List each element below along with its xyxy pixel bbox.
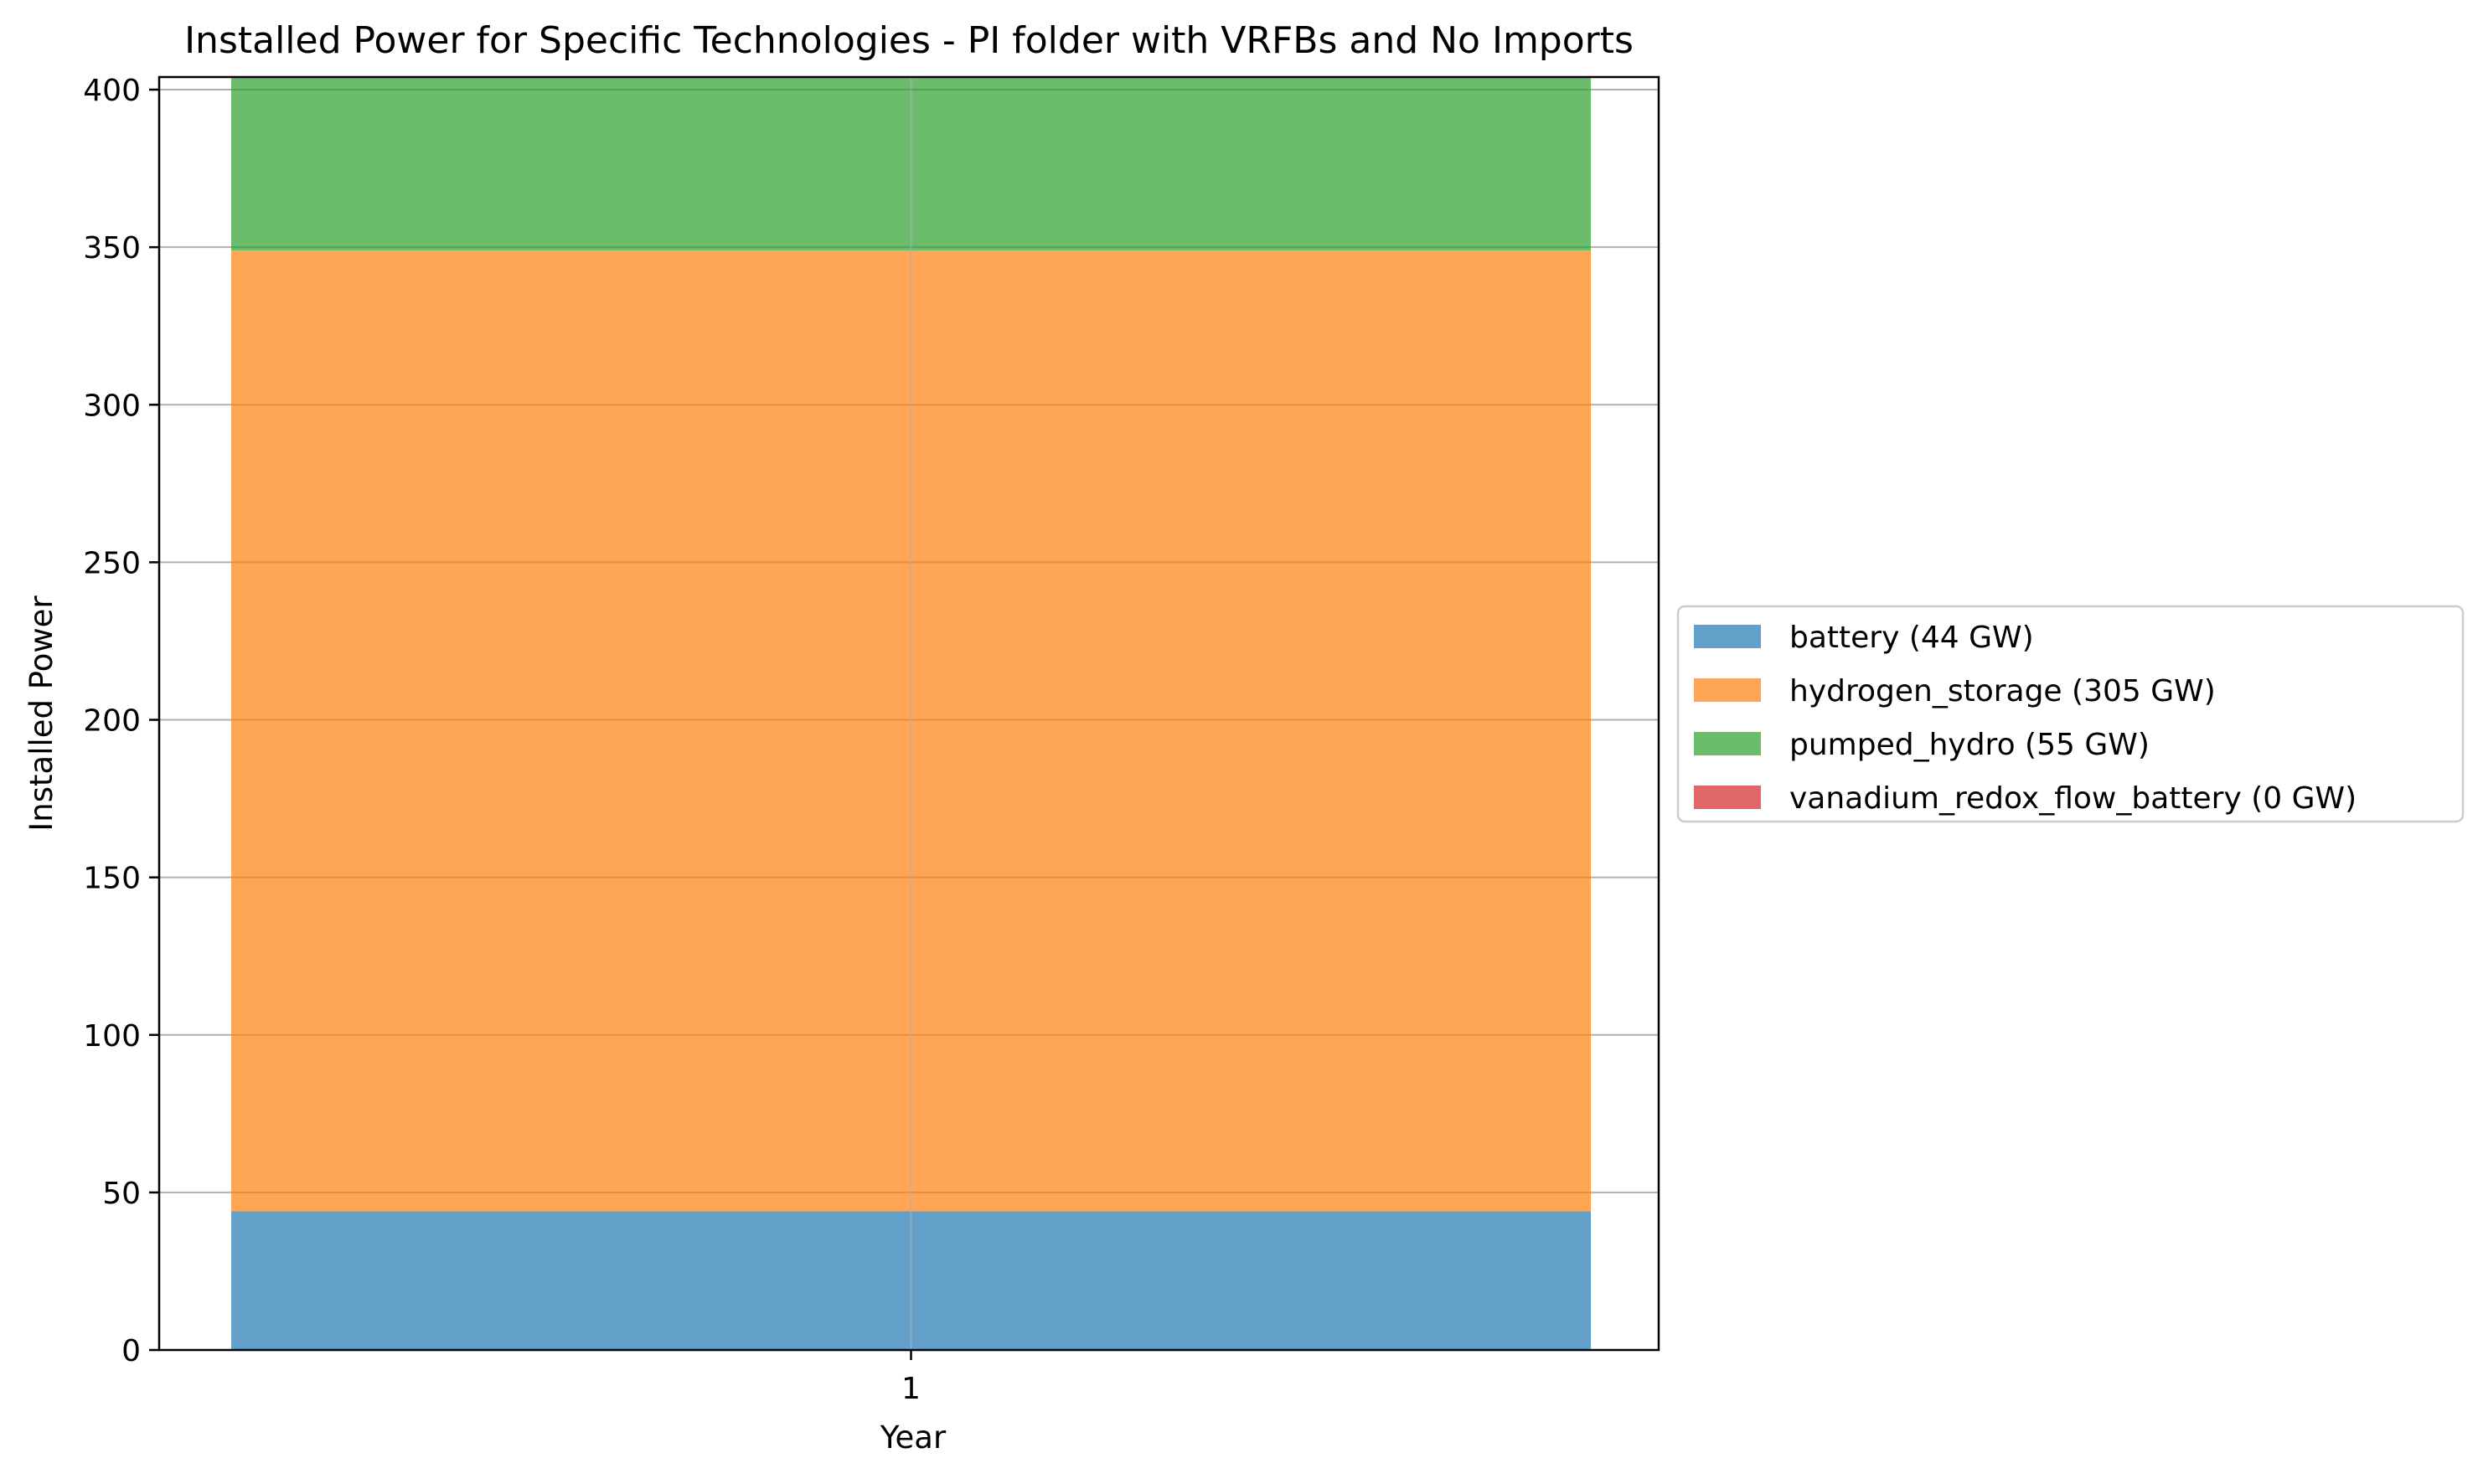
y-tick-label-50: 50 (102, 1177, 141, 1211)
chart-title: Installed Power for Specific Technologie… (184, 19, 1634, 62)
legend-swatch-pumped_hydro (1694, 732, 1761, 755)
y-axis-label: Installed Power (23, 595, 59, 832)
x-tick-label-1: 1 (901, 1372, 921, 1406)
legend-label-hydrogen_storage: hydrogen_storage (305 GW) (1789, 674, 2216, 709)
y-tick-label-400: 400 (83, 74, 141, 108)
x-axis-ticks: 1 (901, 1350, 921, 1406)
legend-swatch-hydrogen_storage (1694, 678, 1761, 702)
legend: battery (44 GW) hydrogen_storage (305 GW)… (1676, 605, 2465, 823)
y-axis-ticks: 0 50 100 150 200 250 300 350 400 (83, 74, 159, 1368)
legend-label-pumped_hydro: pumped_hydro (55 GW) (1789, 728, 2150, 762)
legend-box (1676, 605, 2465, 823)
y-tick-label-150: 150 (83, 862, 141, 896)
legend-label-vanadium_redox_flow_battery: vanadium_redox_flow_battery (0 GW) (1789, 781, 2357, 816)
y-tick-label-350: 350 (83, 231, 141, 265)
y-tick-label-100: 100 (83, 1019, 141, 1054)
y-tick-label-250: 250 (83, 546, 141, 580)
x-axis-label: Year (880, 1420, 947, 1456)
y-tick-label-0: 0 (121, 1334, 141, 1368)
legend-label-battery: battery (44 GW) (1789, 621, 2034, 655)
legend-swatch-vanadium_redox_flow_battery (1694, 786, 1761, 809)
plot-frame (157, 75, 1660, 1352)
y-tick-label-300: 300 (83, 389, 141, 423)
legend-swatch-battery (1694, 625, 1761, 648)
y-tick-label-200: 200 (83, 704, 141, 739)
